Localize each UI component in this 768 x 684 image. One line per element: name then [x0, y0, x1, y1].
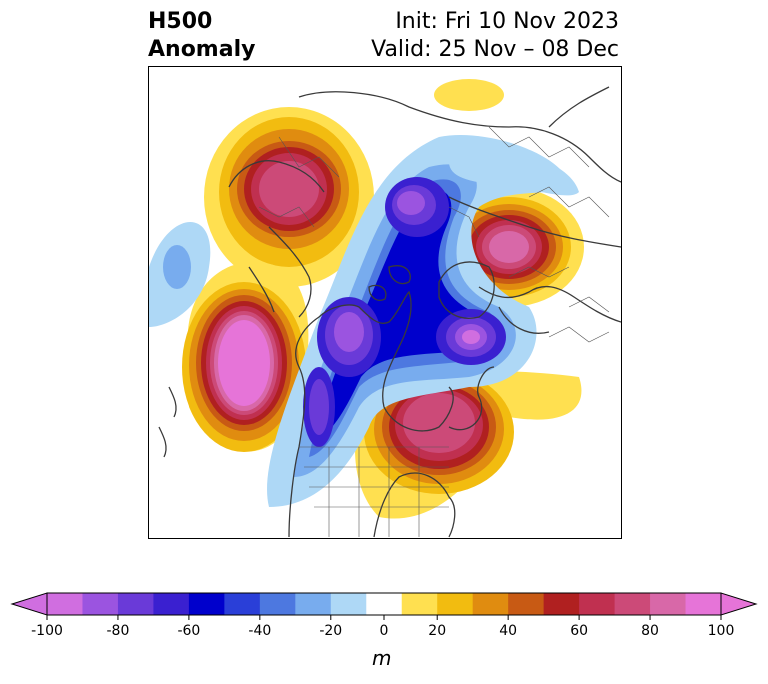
init-time: Init: Fri 10 Nov 2023	[395, 9, 619, 34]
colorbar-tick-label: 40	[499, 623, 517, 639]
colorbar-tick-label: -20	[319, 623, 342, 639]
colorbar-cell	[224, 593, 261, 615]
colorbar-cell	[614, 593, 651, 615]
colorbar-extend-min	[10, 592, 48, 616]
valid-period: Valid: 25 Nov – 08 Dec	[371, 37, 619, 62]
colorbar-cell	[685, 593, 722, 615]
negative-anomaly-trough	[267, 135, 579, 507]
colorbar-cell	[82, 593, 119, 615]
colorbar-cell	[437, 593, 474, 615]
colorbar-extend-max	[720, 592, 758, 616]
colorbar-tick-label: 60	[570, 623, 588, 639]
colorbar-cell	[508, 593, 545, 615]
colorbar-tick-label: -60	[177, 623, 200, 639]
colorbar-tick-label: -100	[31, 623, 63, 639]
map-subtitle: Init: Fri 10 Nov 2023 Valid: 25 Nov – 08…	[371, 8, 619, 64]
map-title: H500 Anomaly	[148, 8, 255, 64]
positive-anomaly-northwest	[204, 107, 374, 287]
colorbar-cell	[259, 593, 296, 615]
coastlines	[158, 86, 621, 538]
colorbar-tick-label: 20	[428, 623, 446, 639]
title-line-1: H500	[148, 9, 213, 34]
colorbar-cell	[295, 593, 332, 615]
colorbar-cells	[10, 592, 758, 616]
colorbar-cell	[117, 593, 154, 615]
title-line-2: Anomaly	[148, 37, 256, 62]
anomaly-fields	[149, 79, 584, 519]
colorbar-cell	[188, 593, 225, 615]
map-panel	[148, 66, 622, 539]
colorbar-cell	[543, 593, 580, 615]
colorbar-tick-label: 80	[641, 623, 659, 639]
colorbar-cell	[401, 593, 438, 615]
political-borders	[258, 126, 610, 537]
anomaly-map	[149, 79, 621, 538]
colorbar: -100 -80 -60 -40 -20 0 20 40 60 80 100	[10, 592, 758, 639]
positive-anomaly-pacific	[182, 261, 309, 452]
colorbar-unit-label: m	[372, 646, 392, 670]
colorbar-cell	[330, 593, 367, 615]
colorbar-cell	[47, 593, 83, 615]
colorbar-cell	[153, 593, 190, 615]
colorbar-cell	[579, 593, 616, 615]
colorbar-cell	[650, 593, 687, 615]
colorbar-tick-label: -80	[107, 623, 130, 639]
colorbar-cell	[472, 593, 509, 615]
colorbar-ticks: -100 -80 -60 -40 -20 0 20 40 60 80 100	[31, 615, 734, 639]
colorbar-tick-label: 100	[708, 623, 735, 639]
colorbar-tick-label: -40	[248, 623, 271, 639]
colorbar-cell	[366, 593, 403, 615]
colorbar-tick-label: 0	[380, 623, 389, 639]
